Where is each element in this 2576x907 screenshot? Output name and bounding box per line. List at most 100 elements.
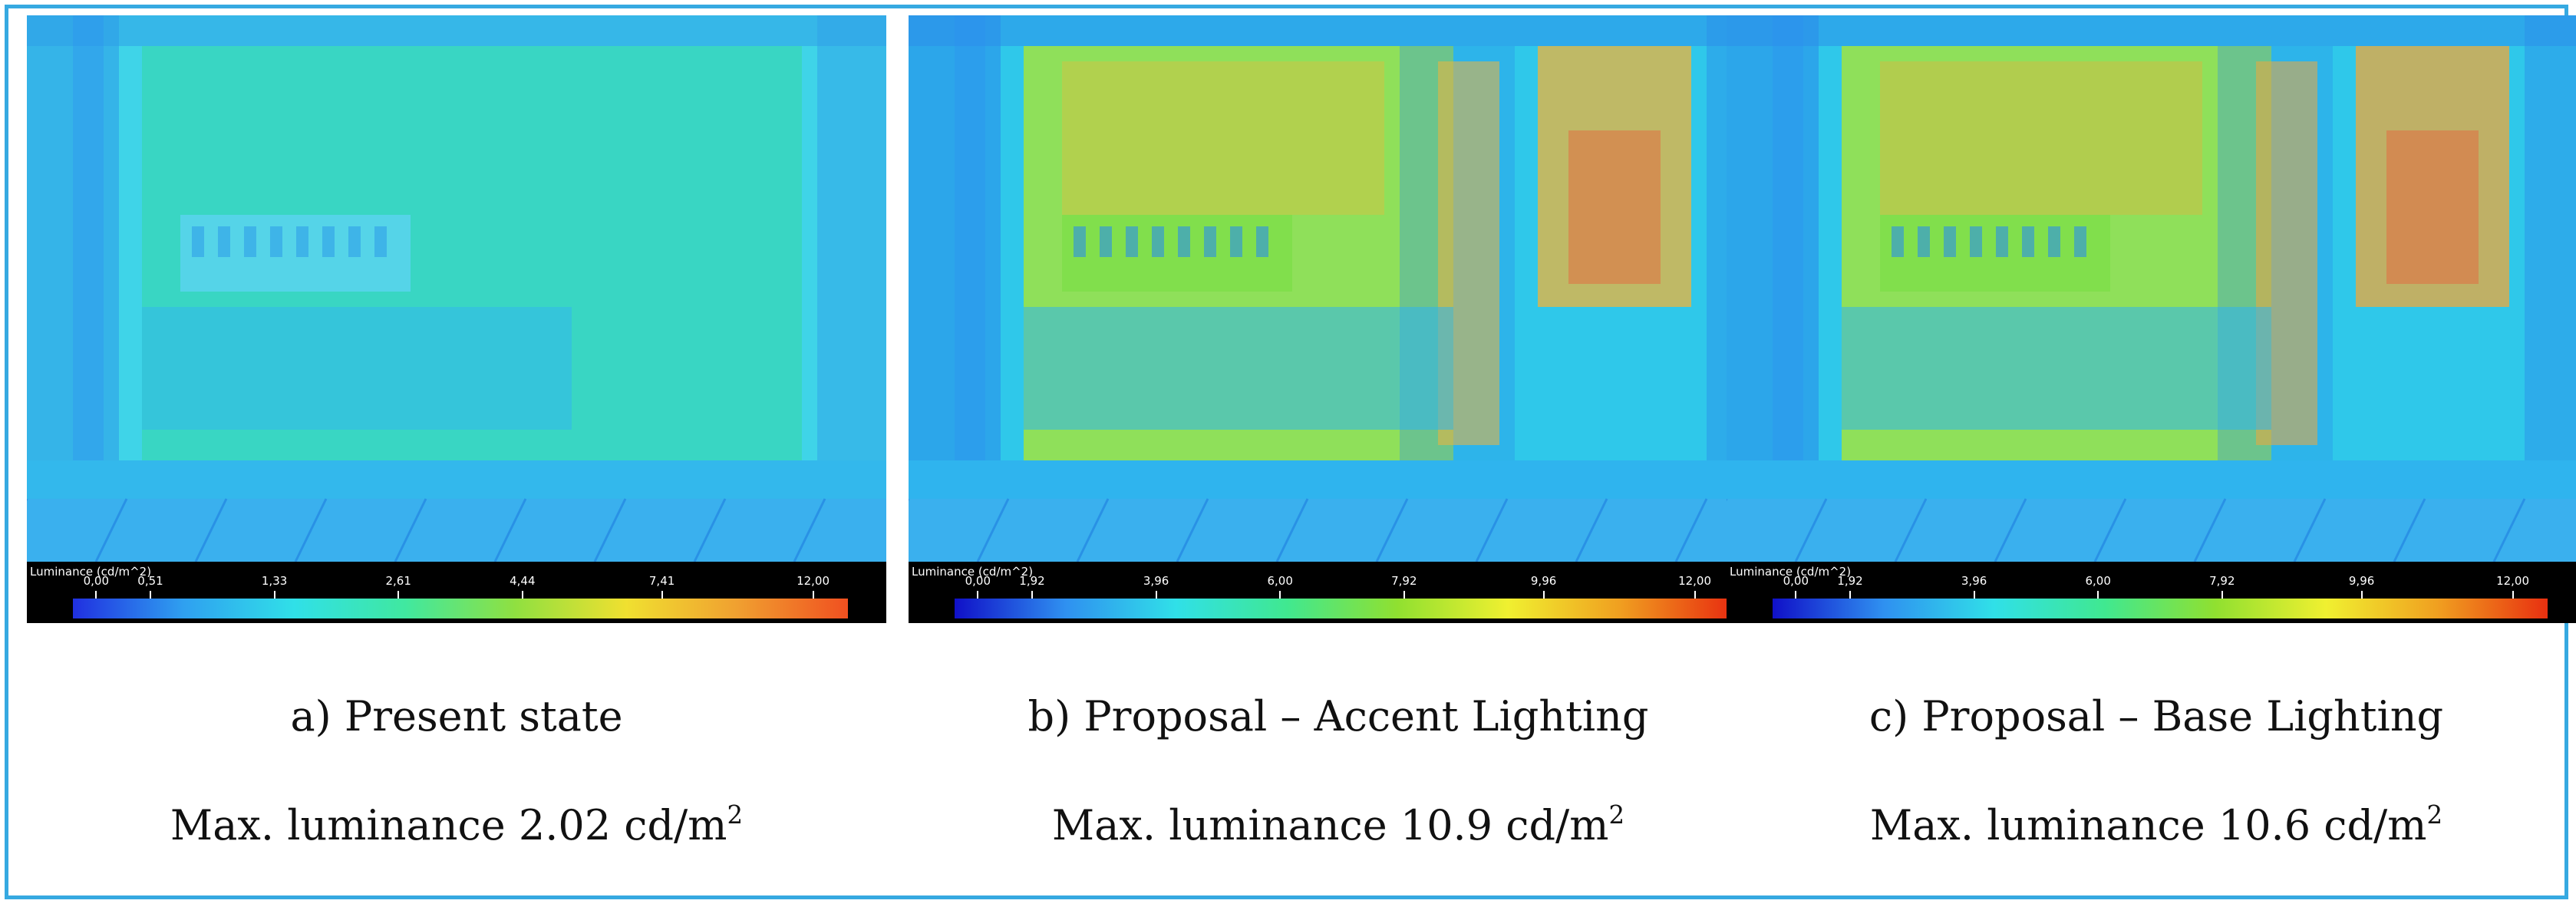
scale-tick-mark [1973, 591, 1975, 602]
villa-window [1996, 226, 2008, 257]
right-fresco-bright [2356, 46, 2509, 307]
panel-present-state: Luminance (cd/m^2) 0,00 0,51 1,33 2,61 4,44 7… [27, 15, 886, 849]
panel-base-lighting: Luminance (cd/m^2) 0,00 1,92 3,96 6,00 7,92 9… [1727, 15, 2576, 849]
max-luminance-label: Max. luminance 2.02 cd/m2 [170, 800, 744, 849]
villa-window [1204, 226, 1216, 257]
luminance-map-image [909, 15, 1768, 562]
scale-tick-label: 3,96 [1143, 574, 1169, 588]
right-fresco-hot [2386, 130, 2479, 284]
scale-tick-mark [977, 591, 979, 602]
scale-tick-mark [521, 591, 523, 602]
villa-window [218, 226, 230, 257]
floor-tile-line [1994, 498, 2027, 562]
color-gradient [73, 599, 848, 618]
floor-tile-line [593, 498, 627, 562]
luminance-scale-bar: Luminance (cd/m^2) 0,00 1,92 3,96 6,00 7,92 9… [1727, 562, 2576, 623]
scale-tick-mark [812, 591, 814, 602]
floor-tile-line [94, 498, 128, 562]
villa-window [1970, 226, 1982, 257]
right-fresco-bright [1538, 46, 1691, 307]
scale-tick-mark [273, 591, 275, 602]
scale-tick-label: 7,41 [648, 574, 675, 588]
panel-caption: c) Proposal – Base Lighting [1869, 692, 2444, 740]
floor-tile-line [1894, 498, 1928, 562]
villa-window [348, 226, 361, 257]
scale-tick-mark [2512, 591, 2514, 602]
right-fresco-hot [1568, 130, 1661, 284]
scale-tick-mark [397, 591, 400, 602]
floor-tile-line [294, 498, 328, 562]
scale-tick-label: 4,44 [510, 574, 536, 588]
scale-tick-label: 1,92 [1837, 574, 1863, 588]
scale-tick-mark [2097, 591, 2099, 602]
floor-tile-line [2492, 498, 2526, 562]
color-gradient [1773, 599, 2548, 618]
color-gradient [955, 599, 1730, 618]
scale-tick-label: 3,96 [1961, 574, 1987, 588]
dado-band [27, 460, 886, 499]
floor-tile-line [1176, 498, 1209, 562]
villa-window [1944, 226, 1956, 257]
villa-window [1892, 226, 1904, 257]
villa-window [296, 226, 308, 257]
panel-caption: a) Present state [290, 692, 623, 740]
villa-window [2022, 226, 2034, 257]
scale-tick-mark [2221, 591, 2223, 602]
floor-tile-line [1475, 498, 1509, 562]
villa-window [1126, 226, 1138, 257]
floor-tile-line [394, 498, 427, 562]
garden-terrace [142, 307, 572, 430]
top-cornice [27, 15, 886, 46]
fresco-wall-render [909, 15, 1768, 562]
villa-window [374, 226, 387, 257]
dado-band [909, 460, 1768, 499]
floor-tile-line [1794, 498, 1828, 562]
floor-tile-line [2193, 498, 2227, 562]
villa-window [270, 226, 282, 257]
floor-tile-line [1275, 498, 1309, 562]
floor-tile-line [1575, 498, 1608, 562]
scale-tick-label: 1,33 [261, 574, 288, 588]
scale-tick-mark [1542, 591, 1545, 602]
scale-tick-mark [661, 591, 663, 602]
luminance-scale-bar: Luminance (cd/m^2) 0,00 0,51 1,33 2,61 4,44 7… [27, 562, 886, 623]
villa-window [2048, 226, 2060, 257]
luminance-map-image [1727, 15, 2576, 562]
floor-tiles [27, 499, 886, 562]
villa-window [1178, 226, 1190, 257]
scale-tick-mark [1849, 591, 1851, 602]
scale-tick-label: 2,61 [385, 574, 411, 588]
scale-tick-label: 12,00 [2496, 574, 2530, 588]
scale-tick-label: 9,96 [2348, 574, 2375, 588]
panel-accent-lighting: Luminance (cd/m^2) 0,00 1,92 3,96 6,00 7,92 9… [909, 15, 1768, 849]
scale-tick-mark [95, 591, 97, 602]
top-cornice [909, 15, 1768, 46]
villa-window [2074, 226, 2086, 257]
scale-tick-mark [1795, 591, 1797, 602]
floor-tile-line [793, 498, 826, 562]
floor-tile-line [1375, 498, 1409, 562]
floor-tile-line [493, 498, 527, 562]
scale-tick-mark [1031, 591, 1033, 602]
scale-tick-label: 0,00 [1783, 574, 1809, 588]
villa-window [1074, 226, 1086, 257]
scale-title: Luminance (cd/m^2) [912, 565, 1034, 579]
sky-bright [1062, 61, 1384, 215]
villa-window [244, 226, 256, 257]
scale-tick-mark [2360, 591, 2363, 602]
scale-tick-label: 6,00 [1267, 574, 1293, 588]
luminance-scale-bar: Luminance (cd/m^2) 0,00 1,92 3,96 6,00 7,92 9… [909, 562, 1768, 623]
dado-band [1727, 460, 2576, 499]
scale-tick-label: 1,92 [1019, 574, 1045, 588]
scale-tick-label: 9,96 [1530, 574, 1557, 588]
scale-tick-mark [150, 591, 151, 602]
scale-title: Luminance (cd/m^2) [30, 565, 152, 579]
scale-title: Luminance (cd/m^2) [1730, 565, 1852, 579]
fresco-wall-render [1727, 15, 2576, 562]
floor-tiles [909, 499, 1768, 562]
scale-tick-label: 12,00 [797, 574, 830, 588]
villa-window [1230, 226, 1242, 257]
villa-window [1256, 226, 1268, 257]
luminance-map-image [27, 15, 886, 562]
floor-tiles [1727, 499, 2576, 562]
